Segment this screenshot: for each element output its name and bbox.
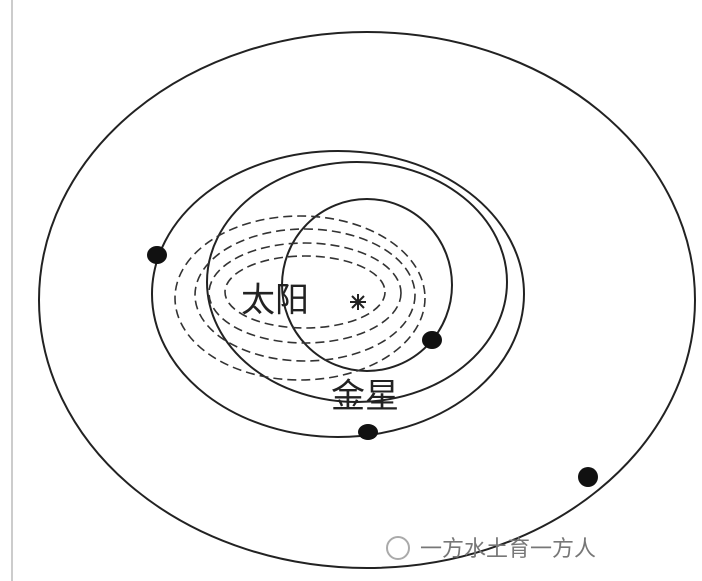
outer-orbit — [38, 31, 696, 569]
watermark: 一方水土育一方人 — [420, 537, 596, 562]
orbit — [281, 198, 453, 372]
planet — [422, 331, 442, 349]
sun-symbol — [350, 294, 366, 310]
dashed-orbit — [224, 255, 386, 329]
dashed-orbit — [194, 228, 416, 362]
orbit — [151, 150, 525, 438]
sun-label: 太阳 — [241, 281, 309, 321]
venus-label: 金星 — [331, 377, 399, 417]
watermark-icon — [386, 536, 410, 560]
planet — [358, 424, 378, 440]
dashed-orbit — [208, 242, 402, 344]
dashed-orbit — [174, 215, 426, 381]
planets — [147, 246, 598, 487]
planet — [578, 467, 598, 487]
planet — [147, 246, 167, 264]
orbit — [206, 161, 508, 403]
